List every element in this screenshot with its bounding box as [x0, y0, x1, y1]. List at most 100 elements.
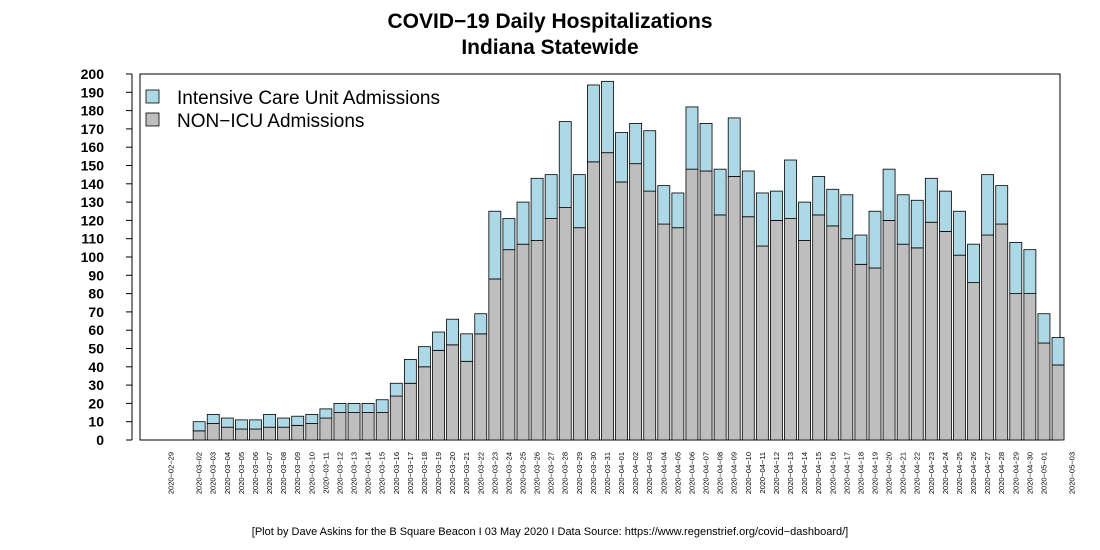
plot-area-frame: [139, 73, 1061, 441]
bar-non-icu: [953, 254, 966, 441]
bar-icu: [671, 192, 685, 229]
bar-icu: [995, 185, 1009, 225]
x-tick-label: 2020−04−14: [800, 452, 809, 494]
bar-icu: [192, 421, 206, 432]
x-axis-ticks: 2020−02−29 2020−03−02 2020−03−03 2020−03−04…: [167, 452, 1077, 494]
bar-icu: [530, 177, 544, 241]
bar-icu: [699, 123, 713, 172]
bar-non-icu: [1037, 342, 1051, 441]
bar-icu: [741, 170, 755, 218]
bar-icu: [263, 413, 276, 428]
y-axis-ticks: 0 10 20 30 40 50 60 70 80 90 100 110 120 130 140 150 160…: [81, 66, 132, 448]
x-tick-label: 2020−03−09: [293, 452, 302, 494]
legend-label-non-icu: NON−ICU Admissions: [177, 111, 364, 132]
bar-icu: [713, 168, 727, 216]
x-tick-label: 2020−03−06: [251, 452, 260, 494]
bar-non-icu: [699, 170, 713, 441]
bar-non-icu: [319, 417, 333, 441]
x-tick-label: 2020−04−17: [842, 452, 851, 494]
y-tick-label: 10: [88, 414, 104, 430]
bar-non-icu: [220, 426, 234, 441]
bar-non-icu: [770, 219, 783, 441]
x-tick-label: 2020−04−23: [927, 452, 936, 494]
bar-non-icu: [347, 412, 361, 441]
y-tick-label: 50: [88, 341, 104, 357]
y-tick-label: 30: [88, 377, 104, 393]
y-tick-label: 0: [96, 432, 104, 448]
bar-non-icu: [840, 238, 854, 441]
bar-non-icu: [277, 426, 291, 441]
bar-icu: [558, 121, 572, 208]
bar-non-icu: [234, 428, 248, 441]
x-tick-label: 2020−04−02: [631, 452, 640, 494]
bar-icu: [361, 402, 375, 413]
x-tick-label: 2020−04−27: [983, 452, 992, 494]
y-tick-label: 40: [88, 359, 104, 375]
bar-icu: [319, 408, 333, 419]
legend: Intensive Care Unit Admissions NON−ICU A…: [145, 88, 440, 132]
bar-non-icu: [263, 426, 276, 441]
bar-icu: [615, 132, 628, 183]
bar-icu: [474, 313, 488, 335]
bar-non-icu: [502, 249, 516, 441]
bar-icu: [234, 419, 248, 430]
bar-icu: [840, 194, 854, 240]
x-tick-label: 2020−03−16: [392, 452, 401, 494]
bar-non-icu: [924, 221, 938, 441]
x-tick-label: 2020−03−29: [575, 452, 584, 494]
bar-icu: [502, 218, 516, 251]
bar-non-icu: [544, 218, 558, 441]
bar-non-icu: [1023, 293, 1037, 441]
x-tick-label: 2020−05−03: [1068, 452, 1077, 494]
bar-non-icu: [629, 163, 643, 441]
x-tick-label: 2020−03−26: [533, 452, 542, 494]
x-tick-label: 2020−04−30: [1025, 452, 1034, 494]
x-tick-label: 2020−04−05: [673, 452, 682, 494]
x-tick-label: 2020−03−03: [209, 452, 218, 494]
bar-non-icu: [432, 349, 445, 441]
bar-icu: [727, 117, 741, 177]
x-tick-label: 2020−03−18: [420, 452, 429, 494]
bar-non-icu: [685, 168, 699, 441]
bar-non-icu: [516, 243, 530, 441]
bar-non-icu: [741, 216, 755, 441]
bar-icu: [685, 106, 699, 170]
bar-icu: [981, 174, 995, 236]
y-tick-label: 190: [81, 84, 105, 100]
x-tick-label: 2020−03−13: [350, 452, 359, 494]
x-tick-label: 2020−04−24: [941, 452, 950, 494]
bar-icu: [403, 359, 417, 384]
bar-icu: [1051, 337, 1065, 366]
bar-non-icu: [389, 395, 403, 441]
bar-non-icu: [854, 263, 868, 441]
x-tick-label: 2020−03−15: [378, 452, 387, 494]
bar-icu: [812, 176, 826, 216]
y-tick-label: 100: [81, 249, 105, 265]
bar-icu: [516, 201, 530, 245]
bar-icu: [826, 188, 840, 227]
x-tick-label: 2020−04−08: [716, 452, 725, 494]
bar-icu: [220, 417, 234, 428]
bar-non-icu: [882, 219, 896, 441]
bar-icu: [432, 331, 445, 351]
x-tick-label: 2020−03−14: [364, 452, 373, 494]
chart-title: COVID−19 Daily Hospitalizations: [387, 10, 713, 33]
bar-non-icu: [826, 225, 840, 441]
bar-non-icu: [727, 176, 741, 441]
x-tick-label: 2020−03−02: [195, 452, 204, 494]
bar-non-icu: [967, 282, 980, 441]
x-tick-label: 2020−03−27: [547, 452, 556, 494]
bar-icu: [1037, 313, 1051, 344]
bar-icu: [418, 346, 431, 368]
bar-icu: [770, 190, 783, 221]
bar-icu: [784, 159, 797, 219]
bar-icu: [601, 80, 614, 154]
bar-non-icu: [206, 423, 220, 441]
bar-non-icu: [657, 223, 671, 441]
bar-icu: [333, 402, 347, 413]
bar-non-icu: [1009, 293, 1023, 441]
x-tick-label: 2020−02−29: [167, 452, 176, 494]
bar-icu: [882, 168, 896, 221]
bar-non-icu: [995, 223, 1009, 441]
bar-non-icu: [812, 214, 826, 441]
